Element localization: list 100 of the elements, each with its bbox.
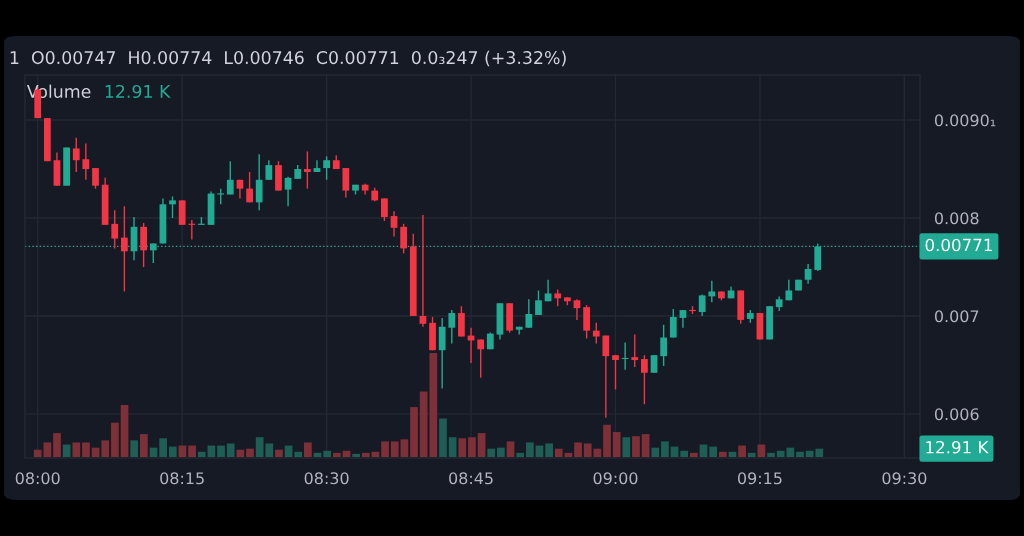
candlestick: [111, 209, 119, 250]
candlestick: [535, 289, 542, 316]
bar: [82, 442, 90, 457]
bar: [226, 443, 235, 457]
bar: [439, 418, 447, 457]
bar: [168, 446, 177, 457]
bar: [111, 422, 119, 457]
bar: [361, 452, 370, 457]
candlestick: [140, 222, 147, 268]
candlestick: [583, 304, 590, 340]
bar: [612, 432, 621, 457]
bar: [767, 452, 775, 457]
bar: [458, 438, 467, 457]
bar: [332, 452, 341, 457]
bar: [352, 453, 360, 457]
x-tick-label: 09:15: [737, 472, 782, 485]
candlestick: [612, 354, 619, 391]
candlestick: [669, 308, 677, 339]
bar: [410, 407, 418, 457]
bar: [506, 441, 515, 457]
candlestick: [342, 167, 350, 199]
bar: [390, 441, 399, 457]
bar: [197, 451, 206, 457]
bar: [246, 448, 254, 457]
bar: [139, 434, 148, 457]
candlestick: [477, 338, 485, 379]
candlestick: [72, 136, 80, 173]
bar: [497, 447, 505, 457]
bar: [62, 444, 71, 457]
bar: [323, 450, 332, 457]
candlestick: [169, 195, 176, 219]
bar: [487, 448, 496, 457]
y-tick-label: 0.006: [934, 408, 979, 421]
bar: [718, 451, 727, 457]
y-tick-label: 0.0090₁: [934, 114, 996, 127]
candlestick: [303, 150, 311, 190]
candlestick: [448, 309, 456, 345]
x-tick-label: 08:30: [304, 472, 349, 485]
bar: [583, 443, 592, 457]
candlestick: [284, 176, 292, 207]
candlestick: [381, 197, 388, 222]
candlestick: [226, 160, 234, 196]
bar: [796, 451, 804, 457]
candlestick: [804, 263, 812, 285]
candlestick: [255, 153, 263, 211]
candlestick: [708, 280, 716, 303]
bar: [545, 443, 553, 457]
candlestick: [390, 210, 398, 238]
candlestick: [592, 322, 600, 345]
candlestick: [82, 142, 90, 181]
candlestick: [573, 298, 581, 321]
x-tick-label: 08:00: [15, 472, 60, 485]
bar: [651, 447, 660, 457]
candlestick: [313, 159, 321, 173]
bar: [747, 452, 756, 457]
bar: [709, 446, 718, 457]
bar: [632, 436, 640, 457]
candlestick: [631, 333, 639, 368]
bar: [641, 434, 650, 457]
bar: [159, 438, 168, 457]
chart-title: 1 O0.00747 H0.00774 L0.00746 C0.00771 0.0₃247 (+3.32%): [10, 50, 566, 67]
y-tick-label: 0.008: [934, 212, 979, 225]
bar: [304, 442, 312, 457]
annotation: 12.91 K: [105, 84, 171, 99]
bar: [468, 437, 476, 457]
bar: [622, 437, 631, 457]
candlestick: [92, 167, 99, 190]
bar: [188, 445, 196, 457]
candlestick: [438, 317, 446, 390]
bar: [400, 439, 409, 457]
y-tick-label: 0.007: [934, 310, 979, 323]
bar: [101, 440, 110, 457]
bar: [603, 424, 611, 457]
bar: [574, 442, 582, 457]
bar: [689, 452, 698, 457]
bar: [381, 441, 389, 457]
x-tick-label: 08:15: [160, 472, 204, 485]
candlestick: [121, 205, 128, 293]
bar: [680, 450, 689, 457]
text: 12.91 K: [926, 440, 989, 454]
x-tick-label: 08:45: [449, 472, 493, 485]
bar: [554, 448, 563, 457]
bar: [275, 449, 283, 457]
ref-line-label: 0.00771: [925, 238, 992, 252]
bar: [120, 405, 129, 457]
x-tick-label: 09:00: [593, 472, 638, 485]
bar: [43, 442, 52, 457]
candlestick: [419, 214, 427, 328]
bar: [130, 440, 139, 457]
candlestick: [641, 354, 648, 405]
bar: [477, 433, 486, 457]
bar: [294, 451, 303, 457]
candlestick: [246, 171, 253, 204]
candlestick: [400, 223, 407, 254]
bar: [516, 452, 525, 457]
candlestick: [265, 159, 273, 181]
candlestick: [602, 334, 610, 419]
candlestick: [458, 305, 465, 338]
bar: [72, 442, 81, 457]
candlestick: [660, 324, 668, 367]
